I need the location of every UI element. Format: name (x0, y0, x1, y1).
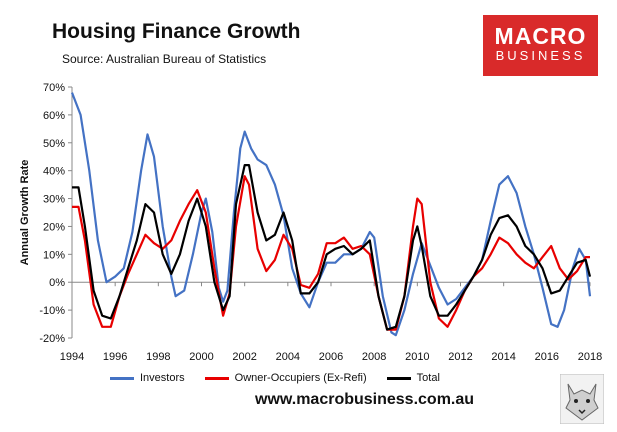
y-tick-label: 30% (43, 194, 65, 206)
y-tick-label: 50% (43, 138, 65, 150)
x-tick-label: 2006 (319, 351, 343, 363)
axes: -20% -10% 0% 10% 20% 30% 40% 50% 60% 70% 1994 1996 1… (19, 82, 602, 363)
chart-title: Housing Finance Growth (52, 20, 301, 43)
legend-label-total: Total (416, 372, 440, 384)
legend-swatch-investors (110, 376, 134, 380)
y-tick-label: -20% (39, 333, 65, 345)
logo-line1: MACRO (494, 23, 587, 49)
x-tick-label: 2016 (535, 351, 559, 363)
y-tick-label: -10% (39, 305, 65, 317)
legend-label-investors: Investors (140, 372, 185, 384)
series-layer (70, 92, 592, 337)
website-link[interactable]: www.macrobusiness.com.au (255, 391, 475, 408)
x-tick-label: 2004 (276, 351, 300, 363)
y-tick-label: 10% (43, 249, 65, 261)
x-tick-label: 2012 (448, 351, 472, 363)
series-line-total (72, 164, 592, 331)
legend-swatch-total (386, 376, 411, 380)
legend-swatch-owner-occupiers (204, 376, 229, 380)
legend-item-total: Total (386, 372, 440, 384)
y-tick-label: 40% (43, 166, 65, 178)
series-line-owner-occupiers-ex-refi (72, 175, 590, 331)
legend-label-owner-occupiers: Owner-Occupiers (Ex-Refi) (234, 372, 367, 384)
x-tick-label: 1994 (60, 351, 84, 363)
series-line-investors (70, 92, 592, 337)
y-tick-label: 60% (43, 110, 65, 122)
x-tick-label: 2010 (405, 351, 429, 363)
logo-line2: BUSINESS (495, 48, 586, 63)
chart-source: Source: Australian Bureau of Statistics (62, 52, 267, 66)
y-tick-label: 0% (49, 277, 65, 289)
legend-item-owner-occupiers: Owner-Occupiers (Ex-Refi) (204, 372, 367, 384)
x-tick-label: 2018 (578, 351, 602, 363)
x-tick-label: 2008 (362, 351, 386, 363)
legend: Investors Owner-Occupiers (Ex-Refi) Tota… (110, 372, 440, 384)
x-tick-label: 2002 (232, 351, 256, 363)
y-axis-label: Annual Growth Rate (19, 160, 31, 266)
x-tick-label: 2000 (189, 351, 213, 363)
x-tick-label: 2014 (491, 351, 515, 363)
wolf-mascot-icon (560, 374, 604, 424)
macrobusiness-logo: MACRO BUSINESS (483, 15, 598, 76)
x-tick-label: 1998 (146, 351, 170, 363)
x-tick-label: 1996 (103, 351, 127, 363)
y-tick-label: 20% (43, 221, 65, 233)
y-tick-label: 70% (43, 82, 65, 94)
legend-item-investors: Investors (110, 372, 185, 384)
